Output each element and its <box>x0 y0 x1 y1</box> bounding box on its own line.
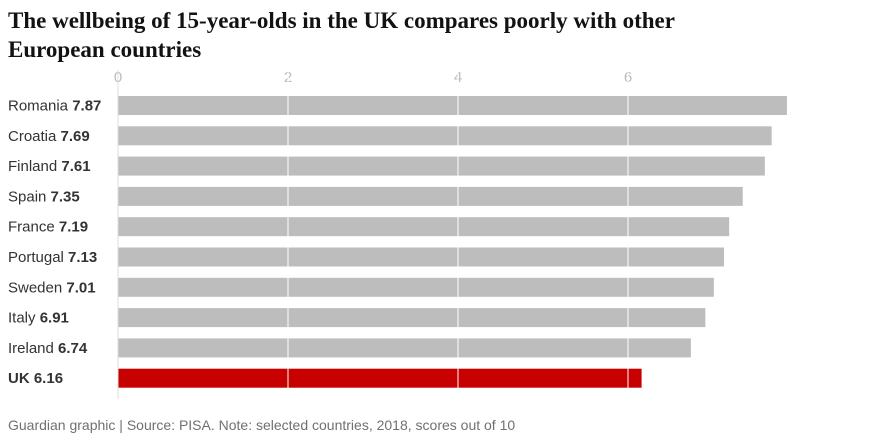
value-label: 7.69 <box>61 128 90 145</box>
value-label: 7.35 <box>51 188 80 205</box>
category-name: Portugal <box>8 249 64 266</box>
category-label: France 7.19 <box>8 219 88 236</box>
bar <box>118 156 765 176</box>
value-label: 6.91 <box>40 310 69 327</box>
value-label: 7.19 <box>59 219 88 236</box>
value-label: 6.74 <box>58 340 88 357</box>
category-label: Croatia 7.69 <box>8 128 90 145</box>
source-note: Guardian graphic | Source: PISA. Note: s… <box>8 417 516 433</box>
bar <box>118 368 642 388</box>
category-name: UK <box>8 370 30 387</box>
category-label: Finland 7.61 <box>8 158 91 175</box>
category-name: Sweden <box>8 279 62 296</box>
bar <box>118 277 714 297</box>
bar <box>118 308 706 328</box>
category-label: Italy 6.91 <box>8 310 69 327</box>
bar <box>118 247 725 267</box>
value-label: 6.16 <box>34 370 63 387</box>
category-name: Ireland <box>8 340 54 357</box>
category-name: France <box>8 219 55 236</box>
category-name: Spain <box>8 188 46 205</box>
category-label: Portugal 7.13 <box>8 249 97 266</box>
value-label: 7.61 <box>61 158 90 175</box>
category-name: Romania <box>8 97 69 114</box>
bar <box>118 338 691 358</box>
category-name: Italy <box>8 310 36 327</box>
category-name: Finland <box>8 158 57 175</box>
bar <box>118 186 743 206</box>
category-name: Croatia <box>8 128 57 145</box>
value-label: 7.13 <box>68 249 97 266</box>
value-label: 7.01 <box>66 279 95 296</box>
bar <box>118 217 730 237</box>
category-label: UK 6.16 <box>8 370 63 387</box>
category-label: Spain 7.35 <box>8 188 80 205</box>
bar <box>118 126 772 146</box>
bar <box>118 96 787 115</box>
category-label: Sweden 7.01 <box>8 279 96 296</box>
category-label: Romania 7.87 <box>8 97 101 114</box>
category-label: Ireland 6.74 <box>8 340 88 357</box>
chart-title: The wellbeing of 15-year-olds in the UK … <box>8 8 675 62</box>
value-label: 7.87 <box>72 97 101 114</box>
